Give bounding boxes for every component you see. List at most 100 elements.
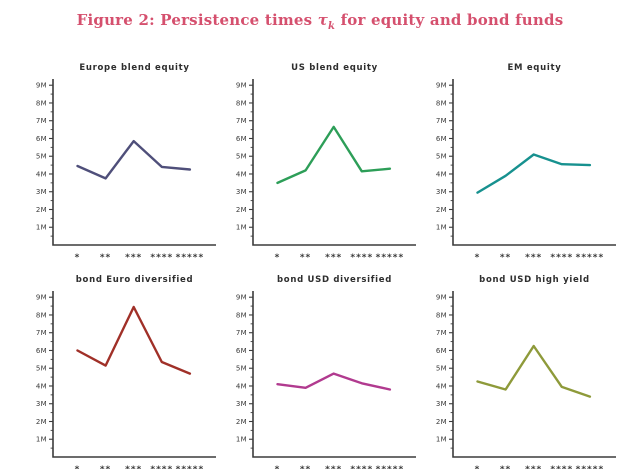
x-tick-label: ***	[325, 465, 342, 469]
chart-line	[476, 344, 592, 398]
chart-title: bond USD diversified	[277, 275, 392, 285]
chart-panel-europe-blend-equity: Europe blend equity 1M 2M 3M 4M 5M 6M 7M 8M 9M * *…	[20, 61, 220, 263]
y-tick-label: 4M	[236, 170, 247, 178]
chart-panel-bond-usd-diversified: bond USD diversified 1M 2M 3M 4M 5M 6M 7M 8M 9M *…	[220, 273, 420, 469]
y-tick-label: 8M	[436, 99, 447, 107]
y-tick-label: 8M	[36, 99, 47, 107]
y-tick-label: 6M	[436, 135, 447, 143]
y-tick-label: 9M	[236, 294, 247, 302]
y-tick-label: 3M	[236, 188, 247, 196]
chart-axes	[452, 291, 616, 458]
chart-title: Europe blend equity	[79, 63, 190, 73]
y-tick-label: 8M	[436, 311, 447, 319]
y-tick-label: 9M	[36, 82, 47, 90]
charts-grid: Europe blend equity 1M 2M 3M 4M 5M 6M 7M 8M 9M * *…	[20, 61, 620, 469]
x-tick-label: ***	[325, 253, 342, 263]
chart-axes	[52, 291, 216, 458]
x-tick-label: ***	[525, 253, 542, 263]
y-tick-label: 1M	[236, 224, 247, 232]
x-tick-label: **	[300, 465, 311, 469]
y-tick-label: 1M	[36, 436, 47, 444]
chart-line	[76, 139, 192, 180]
x-tick-label: **	[100, 253, 111, 263]
y-tick-label: 4M	[236, 382, 247, 390]
y-tick-label: 5M	[236, 153, 247, 161]
y-tick-label: 7M	[436, 329, 447, 337]
x-tick-label: **	[500, 465, 511, 469]
tau-subscript: k	[328, 21, 336, 32]
caption-prefix: Figure 2: Persistence times	[76, 11, 318, 29]
y-tick-label: 9M	[436, 294, 447, 302]
figure-caption: Figure 2: Persistence times τk for equit…	[0, 10, 640, 37]
y-tick-label: 3M	[36, 188, 47, 196]
y-tick-label: 6M	[36, 347, 47, 355]
chart-title: bond Euro diversified	[75, 275, 194, 285]
chart-panel-bond-usd-high-yield: bond USD high yield 1M2M3M4M5M6M7M8M9M**…	[420, 273, 620, 469]
x-tick-label: ****	[350, 465, 373, 469]
chart-title: EM equity	[507, 63, 562, 73]
y-tick-label: 2M	[36, 206, 47, 214]
x-tick-label: ****	[550, 253, 573, 263]
x-tick-label: **	[300, 253, 311, 263]
y-tick-label: 5M	[236, 365, 247, 373]
chart-panel-bond-euro-diversified: bond Euro diversified 1M 2M 3M 4M 5M 6M 7M 8M 9M…	[20, 273, 220, 469]
y-tick-label: 8M	[36, 311, 47, 319]
chart-axes	[252, 79, 416, 246]
x-tick-label: *****	[176, 253, 205, 263]
y-tick-label: 3M	[236, 400, 247, 408]
y-tick-label: 2M	[36, 418, 47, 426]
chart-line	[276, 125, 392, 185]
x-tick-label: *	[475, 465, 481, 469]
y-tick-label: 2M	[236, 206, 247, 214]
y-tick-label: 6M	[236, 135, 247, 143]
x-tick-label: *****	[576, 253, 605, 263]
y-tick-label: 9M	[436, 82, 447, 90]
y-tick-label: 8M	[236, 99, 247, 107]
x-tick-label: *	[275, 253, 281, 263]
y-tick-label: 8M	[236, 311, 247, 319]
x-tick-label: *	[275, 465, 281, 469]
x-tick-label: *****	[576, 465, 605, 469]
y-tick-label: 5M	[436, 153, 447, 161]
x-tick-label: ***	[525, 465, 542, 469]
x-tick-label: *****	[376, 465, 405, 469]
y-tick-label: 5M	[36, 153, 47, 161]
y-tick-label: 3M	[436, 188, 447, 196]
chart-axes	[252, 291, 416, 458]
x-tick-label: *	[75, 253, 81, 263]
y-tick-label: 3M	[36, 400, 47, 408]
y-tick-label: 9M	[36, 294, 47, 302]
caption-suffix: for equity and bond funds	[335, 11, 564, 29]
x-tick-label: ***	[125, 253, 142, 263]
y-tick-label: 7M	[36, 329, 47, 337]
y-tick-label: 7M	[36, 117, 47, 125]
x-tick-label: ****	[150, 465, 173, 469]
x-tick-label: *****	[176, 465, 205, 469]
x-tick-label: ****	[150, 253, 173, 263]
x-tick-label: **	[500, 253, 511, 263]
chart-line	[76, 305, 192, 375]
chart-title: bond USD high yield	[479, 275, 590, 285]
y-tick-label: 1M	[236, 436, 247, 444]
y-tick-label: 4M	[36, 382, 47, 390]
y-tick-label: 9M	[236, 82, 247, 90]
y-tick-label: 4M	[436, 382, 447, 390]
x-tick-label: ****	[350, 253, 373, 263]
x-tick-label: *	[75, 465, 81, 469]
x-tick-label: *	[475, 253, 481, 263]
y-tick-label: 1M	[436, 224, 447, 232]
y-tick-label: 7M	[236, 329, 247, 337]
y-tick-label: 1M	[436, 436, 447, 444]
y-tick-label: 5M	[36, 365, 47, 373]
x-tick-label: ****	[550, 465, 573, 469]
tau-symbol: τ	[317, 11, 329, 29]
y-tick-label: 2M	[436, 206, 447, 214]
x-tick-label: ***	[125, 465, 142, 469]
y-tick-label: 4M	[36, 170, 47, 178]
chart-axes	[452, 79, 616, 246]
